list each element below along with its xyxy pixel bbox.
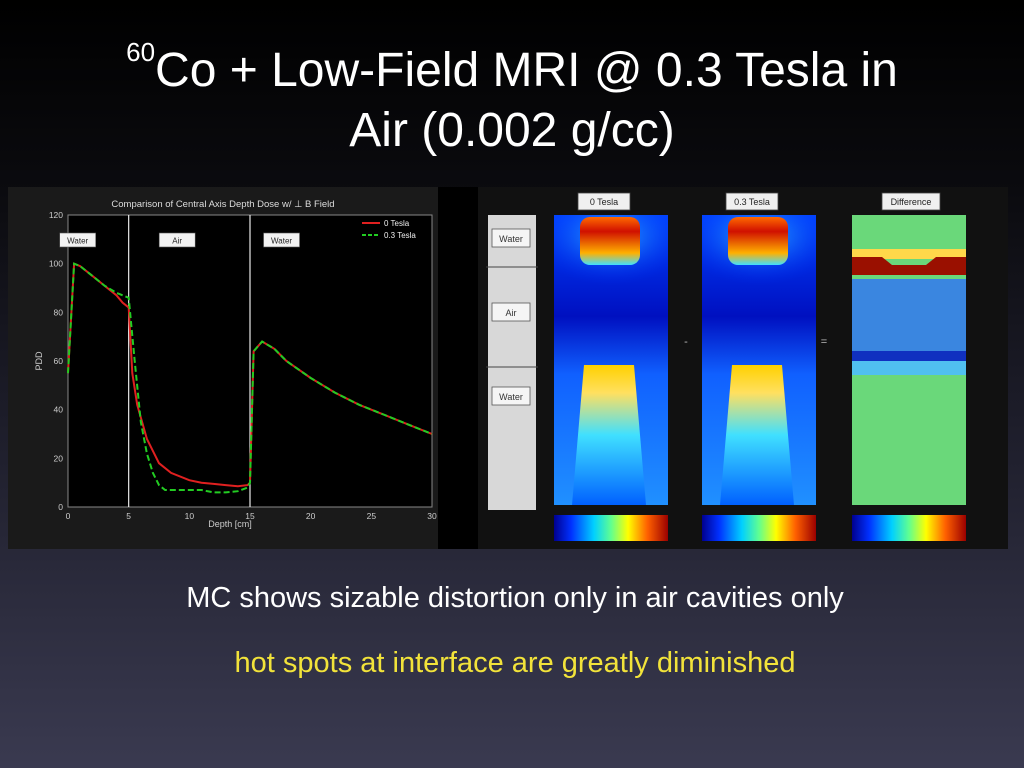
y-axis-label: PDD — [34, 351, 44, 371]
phantom-label-box-1 — [491, 228, 531, 248]
map-title-box-1 — [577, 192, 631, 211]
diff-band-yellow — [852, 249, 966, 259]
x-tick-labels: 0 5 10 15 20 25 30 — [66, 511, 437, 521]
map-title-0-tesla: 0 Tesla — [590, 197, 618, 207]
legend: 0 Tesla 0.3 Tesla — [362, 219, 416, 240]
map-beam-top-1 — [580, 217, 640, 265]
legend-label: 0 Tesla — [384, 219, 410, 228]
phantom-schematic: Water Air Water — [486, 215, 538, 510]
map-title-0-3-tesla: 0.3 Tesla — [734, 197, 770, 207]
x-axis-label: Depth [cm] — [208, 519, 252, 529]
map-title-box-3 — [881, 192, 941, 211]
phantom-label-box-3 — [491, 386, 531, 406]
series-line-1 — [67, 262, 433, 488]
series-line-2 — [67, 262, 433, 494]
x-tick-label: 30 — [427, 511, 437, 521]
region-label-box — [263, 232, 300, 248]
title-line-1: 60Co + Low-Field MRI @ 0.3 Tesla in — [0, 30, 1024, 101]
map-beam-bottom-1 — [572, 365, 646, 505]
dose-map-0-3-tesla: 0.3 Tesla — [702, 192, 816, 541]
y-tick-label: 80 — [54, 307, 64, 317]
colorbar-1 — [554, 515, 668, 541]
map-title-box-2 — [725, 192, 779, 211]
figure: Comparison of Central Axis Depth Dose w/… — [8, 187, 1008, 549]
phantom-label-air: Air — [506, 308, 517, 318]
x-tick-label: 10 — [185, 511, 195, 521]
x-tick-label: 5 — [126, 511, 131, 521]
diff-band-cyan — [852, 361, 966, 375]
dose-maps: Water Air Water 0 Tesla - 0.3 Tesla — [486, 192, 966, 541]
y-tick-label: 120 — [49, 210, 63, 220]
caption-main: MC shows sizable distortion only in air … — [186, 582, 844, 614]
region-label: Water — [67, 237, 88, 246]
y-tick-label: 40 — [54, 405, 64, 415]
region-label: Water — [271, 237, 292, 246]
dose-map-0-tesla: 0 Tesla — [554, 192, 668, 541]
title-line-1-text: Co + Low-Field MRI @ 0.3 Tesla in — [155, 44, 898, 97]
phantom-label-water-top: Water — [499, 234, 523, 244]
phantom-label-box-2 — [491, 302, 531, 322]
y-tick-label: 100 — [49, 259, 63, 269]
diff-air-region — [852, 279, 966, 351]
y-tick-labels: 0 20 40 60 80 100 120 — [49, 210, 63, 512]
phantom-body — [488, 215, 536, 510]
y-tick-label: 20 — [54, 453, 64, 463]
y-tick-label: 0 — [58, 502, 63, 512]
region-label-box — [59, 232, 97, 248]
legend-label: 0.3 Tesla — [384, 231, 416, 240]
diff-band-red — [852, 257, 966, 275]
region-labels: Water Air Water — [59, 232, 300, 248]
y-tick-label: 60 — [54, 356, 64, 366]
operator-minus: - — [684, 336, 688, 348]
dose-map-difference: Difference — [852, 192, 966, 541]
phantom-label-water-bottom: Water — [499, 392, 523, 402]
x-tick-label: 0 — [66, 511, 71, 521]
title-superscript: 60 — [126, 37, 156, 67]
map-beam-bottom-2 — [720, 365, 794, 505]
caption-highlight: hot spots at interface are greatly dimin… — [234, 647, 796, 679]
region-label: Air — [172, 237, 182, 246]
dose-maps-panel: Water Air Water 0 Tesla - 0.3 Tesla — [478, 187, 1008, 549]
diff-band-blue — [852, 351, 966, 361]
depth-dose-panel: Comparison of Central Axis Depth Dose w/… — [8, 187, 438, 549]
x-tick-label: 25 — [367, 511, 377, 521]
map-beam-top-2 — [728, 217, 788, 265]
region-label-box — [158, 232, 196, 248]
map-title-difference: Difference — [891, 197, 932, 207]
colorbar-2 — [702, 515, 816, 541]
colorbar-3 — [852, 515, 966, 541]
x-tick-label: 15 — [245, 511, 255, 521]
operator-equals: = — [821, 336, 827, 348]
x-tick-label: 20 — [306, 511, 316, 521]
slide-title: 60Co + Low-Field MRI @ 0.3 Tesla in Air … — [0, 30, 1024, 161]
series-lines — [67, 262, 433, 494]
depth-dose-chart: Comparison of Central Axis Depth Dose w/… — [34, 199, 437, 529]
chart-title: Comparison of Central Axis Depth Dose w/… — [111, 199, 334, 210]
title-line-2: Air (0.002 g/cc) — [349, 104, 675, 157]
